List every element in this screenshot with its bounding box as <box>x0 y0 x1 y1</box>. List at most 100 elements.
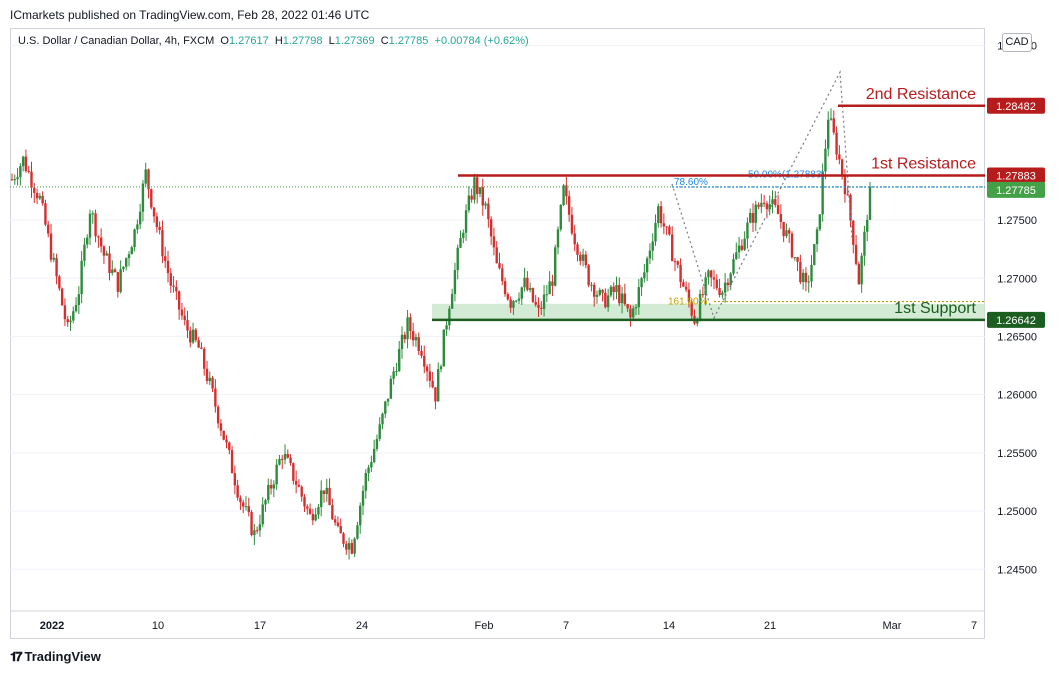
candle-body <box>487 203 490 220</box>
candle-body <box>333 519 337 523</box>
candle-body <box>827 119 830 149</box>
candle-body <box>328 487 331 506</box>
candle-body <box>637 287 640 308</box>
candle-body <box>618 284 621 304</box>
candle-body <box>679 264 682 283</box>
candle-body <box>331 505 334 520</box>
candle-body <box>726 282 730 286</box>
candle-body <box>386 398 390 402</box>
candle-body <box>512 301 515 308</box>
candle-body <box>203 348 206 369</box>
candle-body <box>626 304 629 309</box>
x-tick-label: 21 <box>764 620 776 632</box>
candle-body <box>119 269 122 292</box>
candle-body <box>801 272 805 283</box>
candle-body <box>417 337 420 352</box>
candle-body <box>353 538 356 554</box>
candle-body <box>189 330 192 343</box>
candle-body <box>835 132 838 155</box>
candle-body <box>38 195 42 199</box>
candle-body <box>411 331 415 341</box>
fib-161-label: 161.80% <box>668 297 708 308</box>
candle-body <box>665 226 668 228</box>
candle-body <box>169 273 172 286</box>
candle-body <box>576 244 579 255</box>
candle-body <box>147 169 150 190</box>
candle-body <box>623 293 627 305</box>
last-price-text: 1.27785 <box>996 185 1036 197</box>
candle-body <box>27 171 30 173</box>
candle-body <box>824 148 827 172</box>
candle-body <box>523 277 526 288</box>
candle-body <box>712 277 716 280</box>
candle-body <box>587 265 590 286</box>
candle-body <box>439 366 443 370</box>
candle-body <box>141 183 145 212</box>
x-tick-label: 7 <box>563 620 569 632</box>
candle-body <box>776 205 780 215</box>
y-tick-label: 1.26500 <box>997 331 1037 343</box>
candle-body <box>125 258 128 267</box>
candle-body <box>559 204 562 230</box>
candle-body <box>113 269 117 273</box>
close-value: 1.27785 <box>388 35 429 47</box>
currency-badge[interactable]: CAD <box>1002 33 1032 52</box>
candle-body <box>219 423 223 431</box>
candle-body <box>30 171 33 188</box>
candle-body <box>99 237 103 247</box>
candle-body <box>470 195 473 200</box>
candle-body <box>155 216 159 228</box>
candle-body <box>272 484 276 489</box>
candle-body <box>782 221 785 237</box>
candle-body <box>91 213 94 215</box>
candle-body <box>659 206 663 224</box>
candle-body <box>292 463 295 481</box>
candle-body <box>406 317 409 340</box>
candle-body <box>537 304 540 308</box>
candle-body <box>467 195 471 211</box>
candle-body <box>740 245 744 250</box>
candle-body <box>517 298 521 301</box>
candle-body <box>398 349 401 372</box>
candle-body <box>253 530 256 536</box>
candle-body <box>395 371 398 373</box>
candle-body <box>58 276 61 289</box>
candle-body <box>261 504 264 525</box>
candle-body <box>258 524 262 531</box>
candle-body <box>423 355 426 367</box>
candle-body <box>815 229 819 245</box>
candle-body <box>682 282 685 287</box>
candle-body <box>378 424 381 439</box>
y-tick-label: 1.26000 <box>997 390 1037 402</box>
candle-body <box>785 230 788 237</box>
candle-body <box>356 525 359 539</box>
candle-body <box>768 204 771 210</box>
candle-body <box>255 530 259 532</box>
candle-body <box>843 175 847 195</box>
candle-body <box>788 230 791 234</box>
candle-body <box>821 171 824 215</box>
candle-body <box>136 224 139 230</box>
fib-78-label: 78.60% <box>674 177 708 188</box>
candle-body <box>643 272 646 279</box>
candle-body <box>342 533 345 544</box>
candle-body <box>629 308 632 318</box>
candle-body <box>400 334 404 350</box>
candle-body <box>765 203 769 210</box>
candle-body <box>749 213 752 223</box>
candle-body <box>211 377 214 389</box>
candle-body <box>715 279 718 289</box>
candle-body <box>197 340 200 348</box>
candle-body <box>556 229 560 248</box>
candle-body <box>606 295 610 308</box>
candle-body <box>164 256 167 261</box>
candle-body <box>481 187 484 206</box>
candle-body <box>762 202 766 204</box>
candle-body <box>676 261 679 265</box>
candle-body <box>478 187 482 194</box>
candle-body <box>746 222 749 239</box>
candle-body <box>172 285 175 287</box>
level-1st-resistance-label: 1st Resistance <box>871 155 976 172</box>
candle-body <box>793 257 796 259</box>
